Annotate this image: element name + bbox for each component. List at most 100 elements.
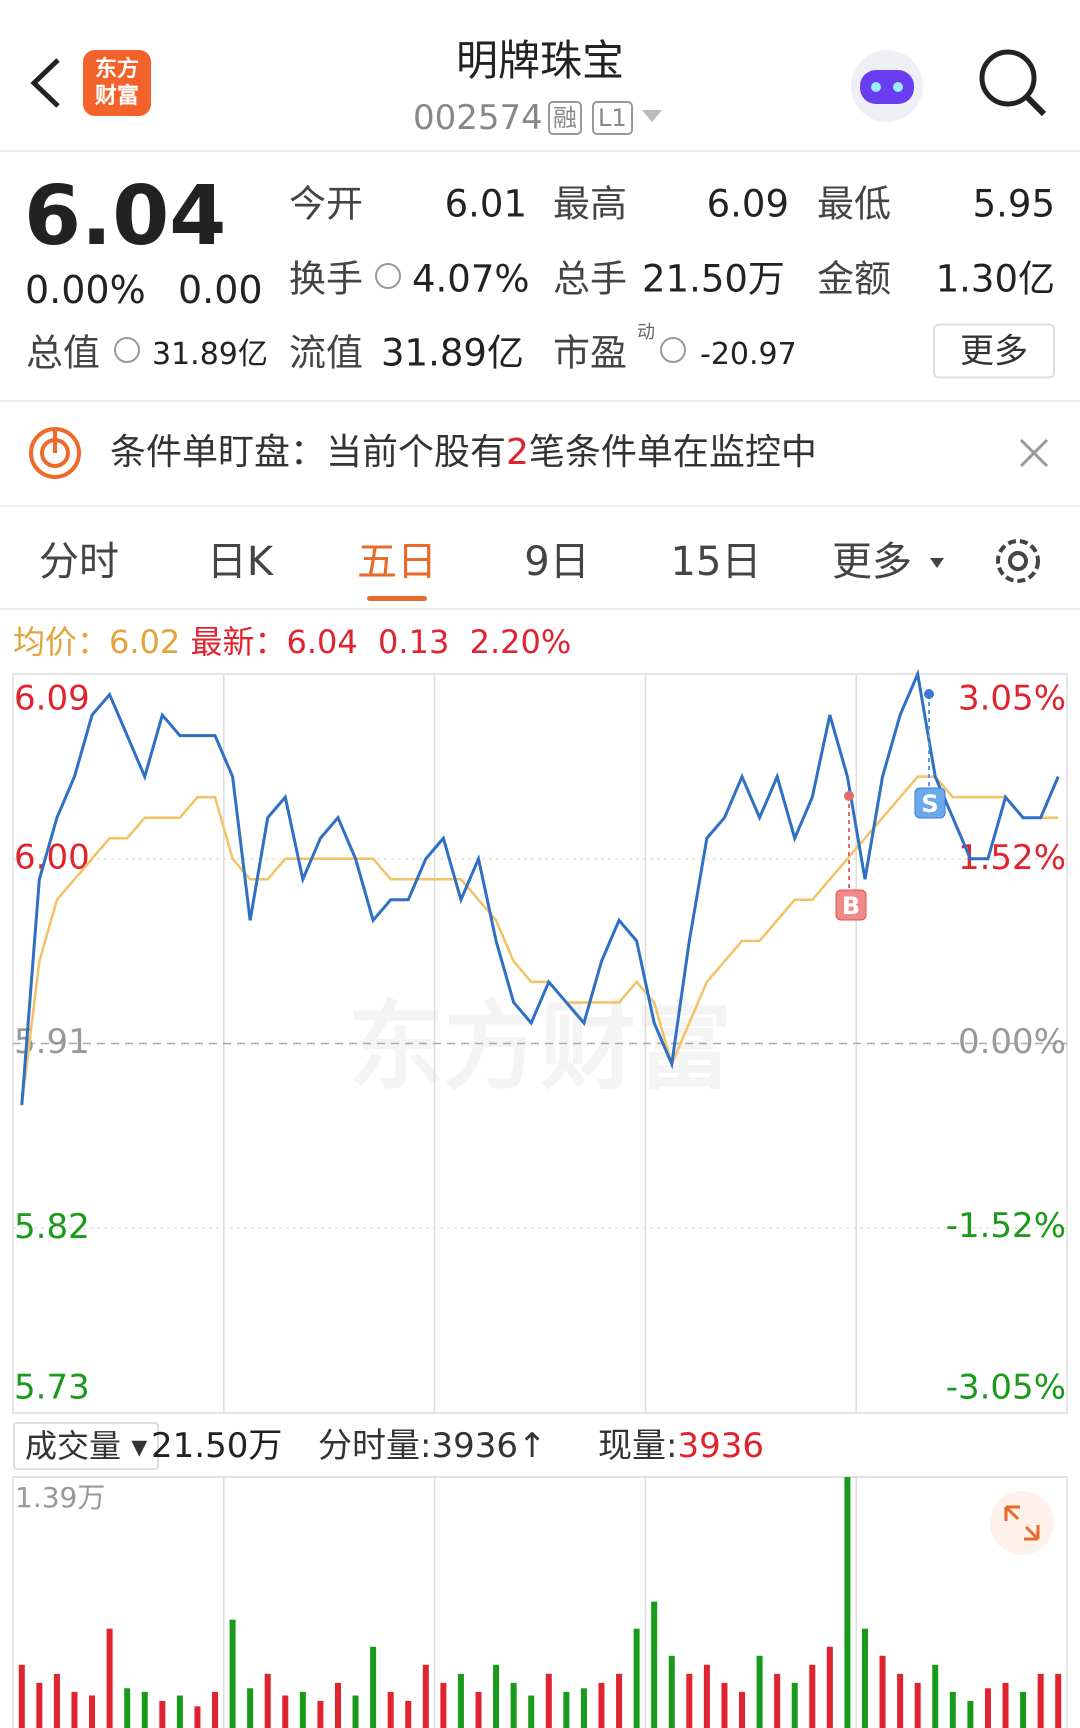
tab[interactable]: 更多 xyxy=(832,539,912,585)
volume-bar xyxy=(580,1688,587,1728)
sell-marker-label: S xyxy=(921,790,938,818)
volume-bar xyxy=(18,1664,25,1728)
volume-bar xyxy=(370,1646,377,1728)
volume-border xyxy=(12,1476,1068,1728)
target-icon xyxy=(29,427,81,479)
chart-legend: 均价：6.02 最新：6.04 0.13 2.20% xyxy=(13,626,571,658)
volume-bar xyxy=(563,1691,570,1728)
volume-bar xyxy=(334,1682,341,1728)
search-icon[interactable] xyxy=(979,49,1037,107)
last-change-pct: 2.20% xyxy=(469,623,572,661)
volume-bar xyxy=(879,1655,886,1728)
now-label: 现量: xyxy=(598,1426,678,1466)
field-label: 总手 xyxy=(553,257,627,301)
field-value: 1.30亿 xyxy=(935,257,1055,301)
volume-bar xyxy=(247,1688,254,1728)
info-icon[interactable] xyxy=(660,337,686,363)
field-label: 最低 xyxy=(817,182,891,226)
volume-bar xyxy=(826,1646,833,1728)
info-icons xyxy=(114,263,686,363)
info-icon[interactable] xyxy=(114,337,140,363)
badge: 融 xyxy=(548,101,582,135)
volume-bar xyxy=(457,1673,464,1728)
volume-bar xyxy=(651,1601,658,1728)
volume-bar xyxy=(791,1682,798,1728)
last-label: 最新： xyxy=(190,623,287,661)
divider xyxy=(0,505,1080,507)
field-value: 6.09 xyxy=(706,182,789,226)
y2-tick-label: 0.00% xyxy=(958,1022,1066,1062)
close-icon[interactable] xyxy=(1018,437,1050,469)
volume-bar xyxy=(949,1691,956,1728)
volume-bar xyxy=(897,1673,904,1728)
dropdown-icon xyxy=(930,558,944,568)
notice[interactable]: 条件单盯盘：当前个股有2笔条件单在监控中 xyxy=(110,435,817,471)
notice-text: 笔条件单在监控中 xyxy=(528,432,817,473)
tab-icons xyxy=(930,539,1040,583)
volume-bar xyxy=(774,1673,781,1728)
volume-bar xyxy=(967,1700,974,1728)
tab[interactable]: 9日 xyxy=(524,539,590,585)
expand-icon xyxy=(1004,1505,1040,1541)
volume-bar xyxy=(299,1691,306,1728)
volume-bar xyxy=(703,1664,710,1728)
y2-tick-label: -1.52% xyxy=(946,1206,1066,1246)
now-volume: 现量:3936 xyxy=(598,1429,764,1463)
marker-dot xyxy=(844,791,854,801)
volume-total: 21.50万 xyxy=(151,1426,283,1466)
buy-marker xyxy=(835,889,867,921)
volume-bar xyxy=(686,1673,693,1728)
volume-bar xyxy=(633,1628,640,1728)
volume-bar xyxy=(739,1691,746,1728)
tab[interactable]: 五日 xyxy=(357,539,437,585)
volume-bar xyxy=(229,1619,236,1728)
more-button[interactable]: 更多 xyxy=(933,323,1055,379)
volume-selector[interactable]: 成交量 ▾ xyxy=(13,1422,160,1470)
price-line xyxy=(20,668,1060,1106)
volume-bar xyxy=(212,1691,219,1728)
settings-icon xyxy=(1008,551,1028,571)
tab[interactable]: 分时 xyxy=(39,539,119,585)
robot-face xyxy=(860,70,914,104)
last-change: 0.13 xyxy=(378,623,450,661)
y2-tick-label: -3.05% xyxy=(946,1368,1066,1408)
field-label: 金额 xyxy=(817,257,891,301)
price: 6.04 xyxy=(24,169,227,264)
tab[interactable]: 15日 xyxy=(670,539,762,585)
robot-eye xyxy=(871,82,881,92)
field-value: 31.89亿 xyxy=(152,337,268,372)
field-label: 市盈 xyxy=(553,331,627,375)
price-line xyxy=(20,775,1059,1106)
volume-bar xyxy=(282,1695,289,1728)
buy-marker-label: B xyxy=(842,892,860,920)
field-value: -20.97 xyxy=(700,337,797,372)
info-icon[interactable] xyxy=(375,263,401,289)
field-label: 换手 xyxy=(289,257,363,301)
volume-bar xyxy=(405,1700,412,1728)
tab[interactable]: 日K xyxy=(206,539,274,585)
badge: L1 xyxy=(592,101,633,135)
period-value: 3936↑ xyxy=(431,1426,547,1466)
change-pct: 0.00% xyxy=(25,268,146,312)
logo-text: 财富 xyxy=(95,83,139,109)
period-volume: 分时量:3936↑ xyxy=(318,1429,546,1463)
y-tick-label: 6.09 xyxy=(14,679,90,719)
volume-bar xyxy=(317,1700,324,1728)
back-icon[interactable] xyxy=(30,58,60,108)
logo xyxy=(83,50,151,116)
volume-bar xyxy=(984,1688,991,1728)
stock-name: 明牌珠宝 xyxy=(455,36,625,85)
field-label: 总值 xyxy=(26,331,100,375)
dropdown-icon[interactable] xyxy=(642,110,662,122)
logo-text: 东方 xyxy=(95,56,139,82)
avg-label: 均价： xyxy=(13,623,110,661)
notice-text: 条件单盯盘：当前个股有 xyxy=(110,432,507,473)
robot-eye xyxy=(893,82,903,92)
volume-bar xyxy=(721,1682,728,1728)
expand-button[interactable] xyxy=(990,1491,1054,1555)
field-value: 6.01 xyxy=(444,182,527,226)
y-tick-label: 5.73 xyxy=(14,1368,90,1408)
settings-icon[interactable] xyxy=(996,539,1040,583)
volume-bar xyxy=(440,1682,447,1728)
divider xyxy=(0,150,1080,152)
